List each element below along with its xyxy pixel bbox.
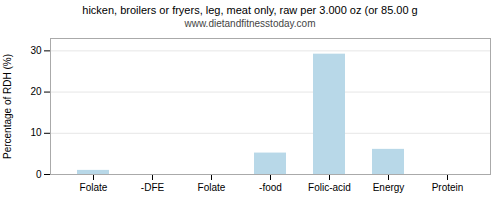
svg-text:20: 20 xyxy=(30,86,42,97)
svg-text:0: 0 xyxy=(36,169,42,180)
svg-text:Protein: Protein xyxy=(432,182,464,193)
svg-text:Folate: Folate xyxy=(198,182,226,193)
svg-text:30: 30 xyxy=(30,45,42,56)
svg-text:Energy: Energy xyxy=(373,182,405,193)
html-text:www.dietandfitnesstoday.com: www.dietandfitnesstoday.com xyxy=(184,18,316,29)
svg-text:Folate: Folate xyxy=(80,182,108,193)
svg-text:Folic-acid: Folic-acid xyxy=(308,182,351,193)
svg-text:10: 10 xyxy=(30,127,42,138)
svg-text:-DFE: -DFE xyxy=(141,182,165,193)
svg-text:-food: -food xyxy=(259,182,282,193)
html-text:hicken, broilers or fryers, le: hicken, broilers or fryers, leg, meat on… xyxy=(82,4,418,16)
svg-text:Percentage of RDH (%): Percentage of RDH (%) xyxy=(2,54,13,159)
